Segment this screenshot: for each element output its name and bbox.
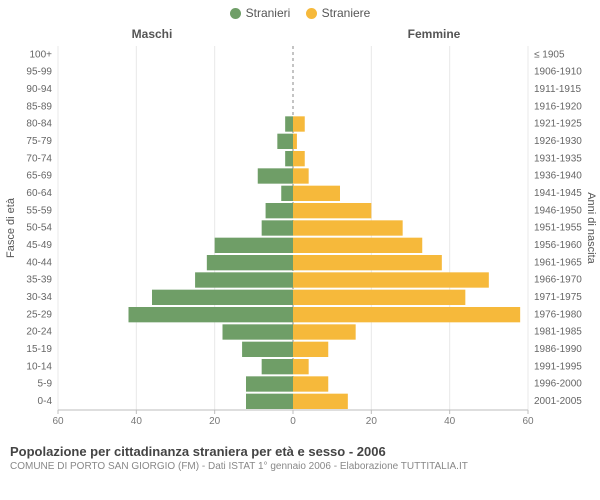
birth-year-label: 1941-1945 bbox=[534, 187, 582, 198]
bar-male bbox=[266, 203, 293, 218]
bar-male bbox=[258, 168, 293, 183]
age-label: 100+ bbox=[29, 49, 52, 60]
bar-female bbox=[293, 255, 442, 270]
age-label: 25-29 bbox=[26, 309, 52, 320]
birth-year-label: 1976-1980 bbox=[534, 309, 582, 320]
age-label: 85-89 bbox=[26, 101, 52, 112]
bar-male bbox=[262, 220, 293, 235]
age-label: 65-69 bbox=[26, 170, 52, 181]
bar-female bbox=[293, 324, 356, 339]
age-label: 50-54 bbox=[26, 222, 52, 233]
population-pyramid-chart: 0-4 2001-2005 5-9 1996-2000 10-14 1991-1995 15… bbox=[0, 22, 600, 440]
age-label: 95-99 bbox=[26, 66, 52, 77]
bar-female bbox=[293, 168, 309, 183]
age-label: 15-19 bbox=[26, 343, 52, 354]
legend-female-label: Straniere bbox=[322, 6, 371, 20]
birth-year-label: 1986-1990 bbox=[534, 343, 582, 354]
bar-male bbox=[195, 272, 293, 287]
x-tick-label: 40 bbox=[131, 416, 143, 427]
age-label: 30-34 bbox=[26, 291, 52, 302]
birth-year-label: 1906-1910 bbox=[534, 66, 582, 77]
birth-year-label: 1956-1960 bbox=[534, 239, 582, 250]
birth-year-label: 1961-1965 bbox=[534, 257, 582, 268]
bar-female bbox=[293, 151, 305, 166]
bar-female bbox=[293, 289, 465, 304]
bar-female bbox=[293, 307, 520, 322]
bar-male bbox=[262, 359, 293, 374]
legend-female: Straniere bbox=[306, 6, 371, 20]
bar-male bbox=[207, 255, 293, 270]
age-label: 0-4 bbox=[38, 395, 53, 406]
age-label: 90-94 bbox=[26, 83, 52, 94]
birth-year-label: 2001-2005 bbox=[534, 395, 582, 406]
bar-female bbox=[293, 272, 489, 287]
bar-male bbox=[281, 185, 293, 200]
footer-title: Popolazione per cittadinanza straniera p… bbox=[10, 444, 590, 459]
birth-year-label: 1971-1975 bbox=[534, 291, 582, 302]
birth-year-label: 1936-1940 bbox=[534, 170, 582, 181]
birth-year-label: 1951-1955 bbox=[534, 222, 582, 233]
birth-year-label: 1916-1920 bbox=[534, 101, 582, 112]
x-tick-label: 0 bbox=[290, 416, 296, 427]
bar-female bbox=[293, 376, 328, 391]
legend-swatch-male bbox=[230, 8, 241, 19]
age-label: 20-24 bbox=[26, 326, 52, 337]
birth-year-label: 1981-1985 bbox=[534, 326, 582, 337]
bar-female bbox=[293, 133, 297, 148]
x-tick-label: 60 bbox=[522, 416, 534, 427]
chart-footer: Popolazione per cittadinanza straniera p… bbox=[0, 444, 600, 472]
female-title: Femmine bbox=[408, 27, 461, 41]
bar-female bbox=[293, 359, 309, 374]
birth-year-label: 1931-1935 bbox=[534, 153, 582, 164]
age-label: 60-64 bbox=[26, 187, 52, 198]
bar-female bbox=[293, 185, 340, 200]
bar-female bbox=[293, 220, 403, 235]
bar-female bbox=[293, 203, 371, 218]
age-label: 80-84 bbox=[26, 118, 52, 129]
birth-year-label: 1996-2000 bbox=[534, 378, 582, 389]
birth-year-label: 1921-1925 bbox=[534, 118, 582, 129]
bar-male bbox=[277, 133, 293, 148]
bar-female bbox=[293, 237, 422, 252]
bar-male bbox=[285, 151, 293, 166]
bar-male bbox=[246, 376, 293, 391]
x-tick-label: 60 bbox=[52, 416, 64, 427]
birth-year-label: 1911-1915 bbox=[534, 83, 582, 94]
age-label: 35-39 bbox=[26, 274, 52, 285]
legend-male-label: Stranieri bbox=[246, 6, 291, 20]
age-label: 70-74 bbox=[26, 153, 52, 164]
bar-female bbox=[293, 116, 305, 131]
birth-year-label: 1946-1950 bbox=[534, 205, 582, 216]
legend-male: Stranieri bbox=[230, 6, 291, 20]
age-label: 5-9 bbox=[38, 378, 53, 389]
bar-female bbox=[293, 393, 348, 408]
birth-year-label: ≤ 1905 bbox=[534, 49, 565, 60]
bar-male bbox=[152, 289, 293, 304]
x-tick-label: 40 bbox=[444, 416, 456, 427]
age-label: 55-59 bbox=[26, 205, 52, 216]
chart-svg: 0-4 2001-2005 5-9 1996-2000 10-14 1991-1995 15… bbox=[0, 22, 600, 440]
bar-male bbox=[215, 237, 293, 252]
birth-year-label: 1966-1970 bbox=[534, 274, 582, 285]
footer-subtitle: COMUNE DI PORTO SAN GIORGIO (FM) - Dati … bbox=[10, 461, 590, 472]
right-axis-title: Anni di nascita bbox=[585, 192, 597, 264]
x-tick-label: 20 bbox=[366, 416, 378, 427]
age-label: 75-79 bbox=[26, 135, 52, 146]
age-label: 45-49 bbox=[26, 239, 52, 250]
bar-male bbox=[246, 393, 293, 408]
legend-swatch-female bbox=[306, 8, 317, 19]
bar-male bbox=[285, 116, 293, 131]
bar-male bbox=[129, 307, 294, 322]
bar-female bbox=[293, 341, 328, 356]
left-axis-title: Fasce di età bbox=[5, 197, 17, 258]
age-label: 10-14 bbox=[26, 361, 52, 372]
x-tick-label: 20 bbox=[209, 416, 221, 427]
bar-male bbox=[242, 341, 293, 356]
age-label: 40-44 bbox=[26, 257, 52, 268]
bar-male bbox=[223, 324, 294, 339]
birth-year-label: 1926-1930 bbox=[534, 135, 582, 146]
birth-year-label: 1991-1995 bbox=[534, 361, 582, 372]
legend: Stranieri Straniere bbox=[0, 0, 600, 22]
male-title: Maschi bbox=[132, 27, 173, 41]
